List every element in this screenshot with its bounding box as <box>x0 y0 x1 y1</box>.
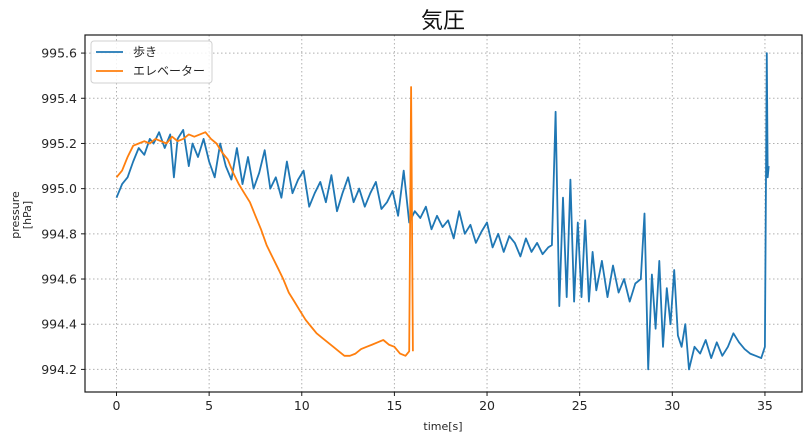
y-tick-label: 995.0 <box>41 181 77 196</box>
x-axis: 0 5 10 15 20 25 30 35 <box>113 392 773 413</box>
x-axis-label: time[s] <box>423 420 462 433</box>
y-tick-label: 994.4 <box>41 317 77 332</box>
legend: 歩き エレベーター <box>90 40 213 84</box>
y-tick-label: 995.6 <box>41 46 77 61</box>
x-tick-label: 10 <box>294 398 310 413</box>
y-axis-label-line2: [hPa] <box>21 201 34 229</box>
x-tick-label: 0 <box>113 398 121 413</box>
y-axis: 994.2 994.4 994.6 994.8 995.0 995.2 995.4 995.6 <box>41 46 85 377</box>
y-axis-label-line1: pressure <box>9 191 22 239</box>
legend-label-elevator: エレベーター <box>133 64 205 78</box>
grid-lines <box>85 35 802 392</box>
y-tick-label: 995.4 <box>41 91 77 106</box>
plot-area <box>115 52 770 371</box>
axes-frame <box>84 34 803 393</box>
y-axis-label: pressure [hPa] <box>9 191 34 239</box>
y-tick-label: 994.2 <box>41 362 77 377</box>
y-tick-label: 994.6 <box>41 272 77 287</box>
x-tick-label: 30 <box>664 398 680 413</box>
x-tick-label: 5 <box>205 398 213 413</box>
series-elevator-line <box>115 86 414 357</box>
x-tick-label: 20 <box>479 398 495 413</box>
chart-title: 気圧 <box>421 9 465 34</box>
x-tick-label: 25 <box>572 398 588 413</box>
y-tick-label: 994.8 <box>41 226 77 241</box>
legend-label-walk: 歩き <box>133 44 157 59</box>
y-tick-label: 995.2 <box>41 136 77 151</box>
series-walk-line <box>115 52 770 371</box>
x-tick-label: 15 <box>386 398 402 413</box>
x-tick-label: 35 <box>757 398 773 413</box>
